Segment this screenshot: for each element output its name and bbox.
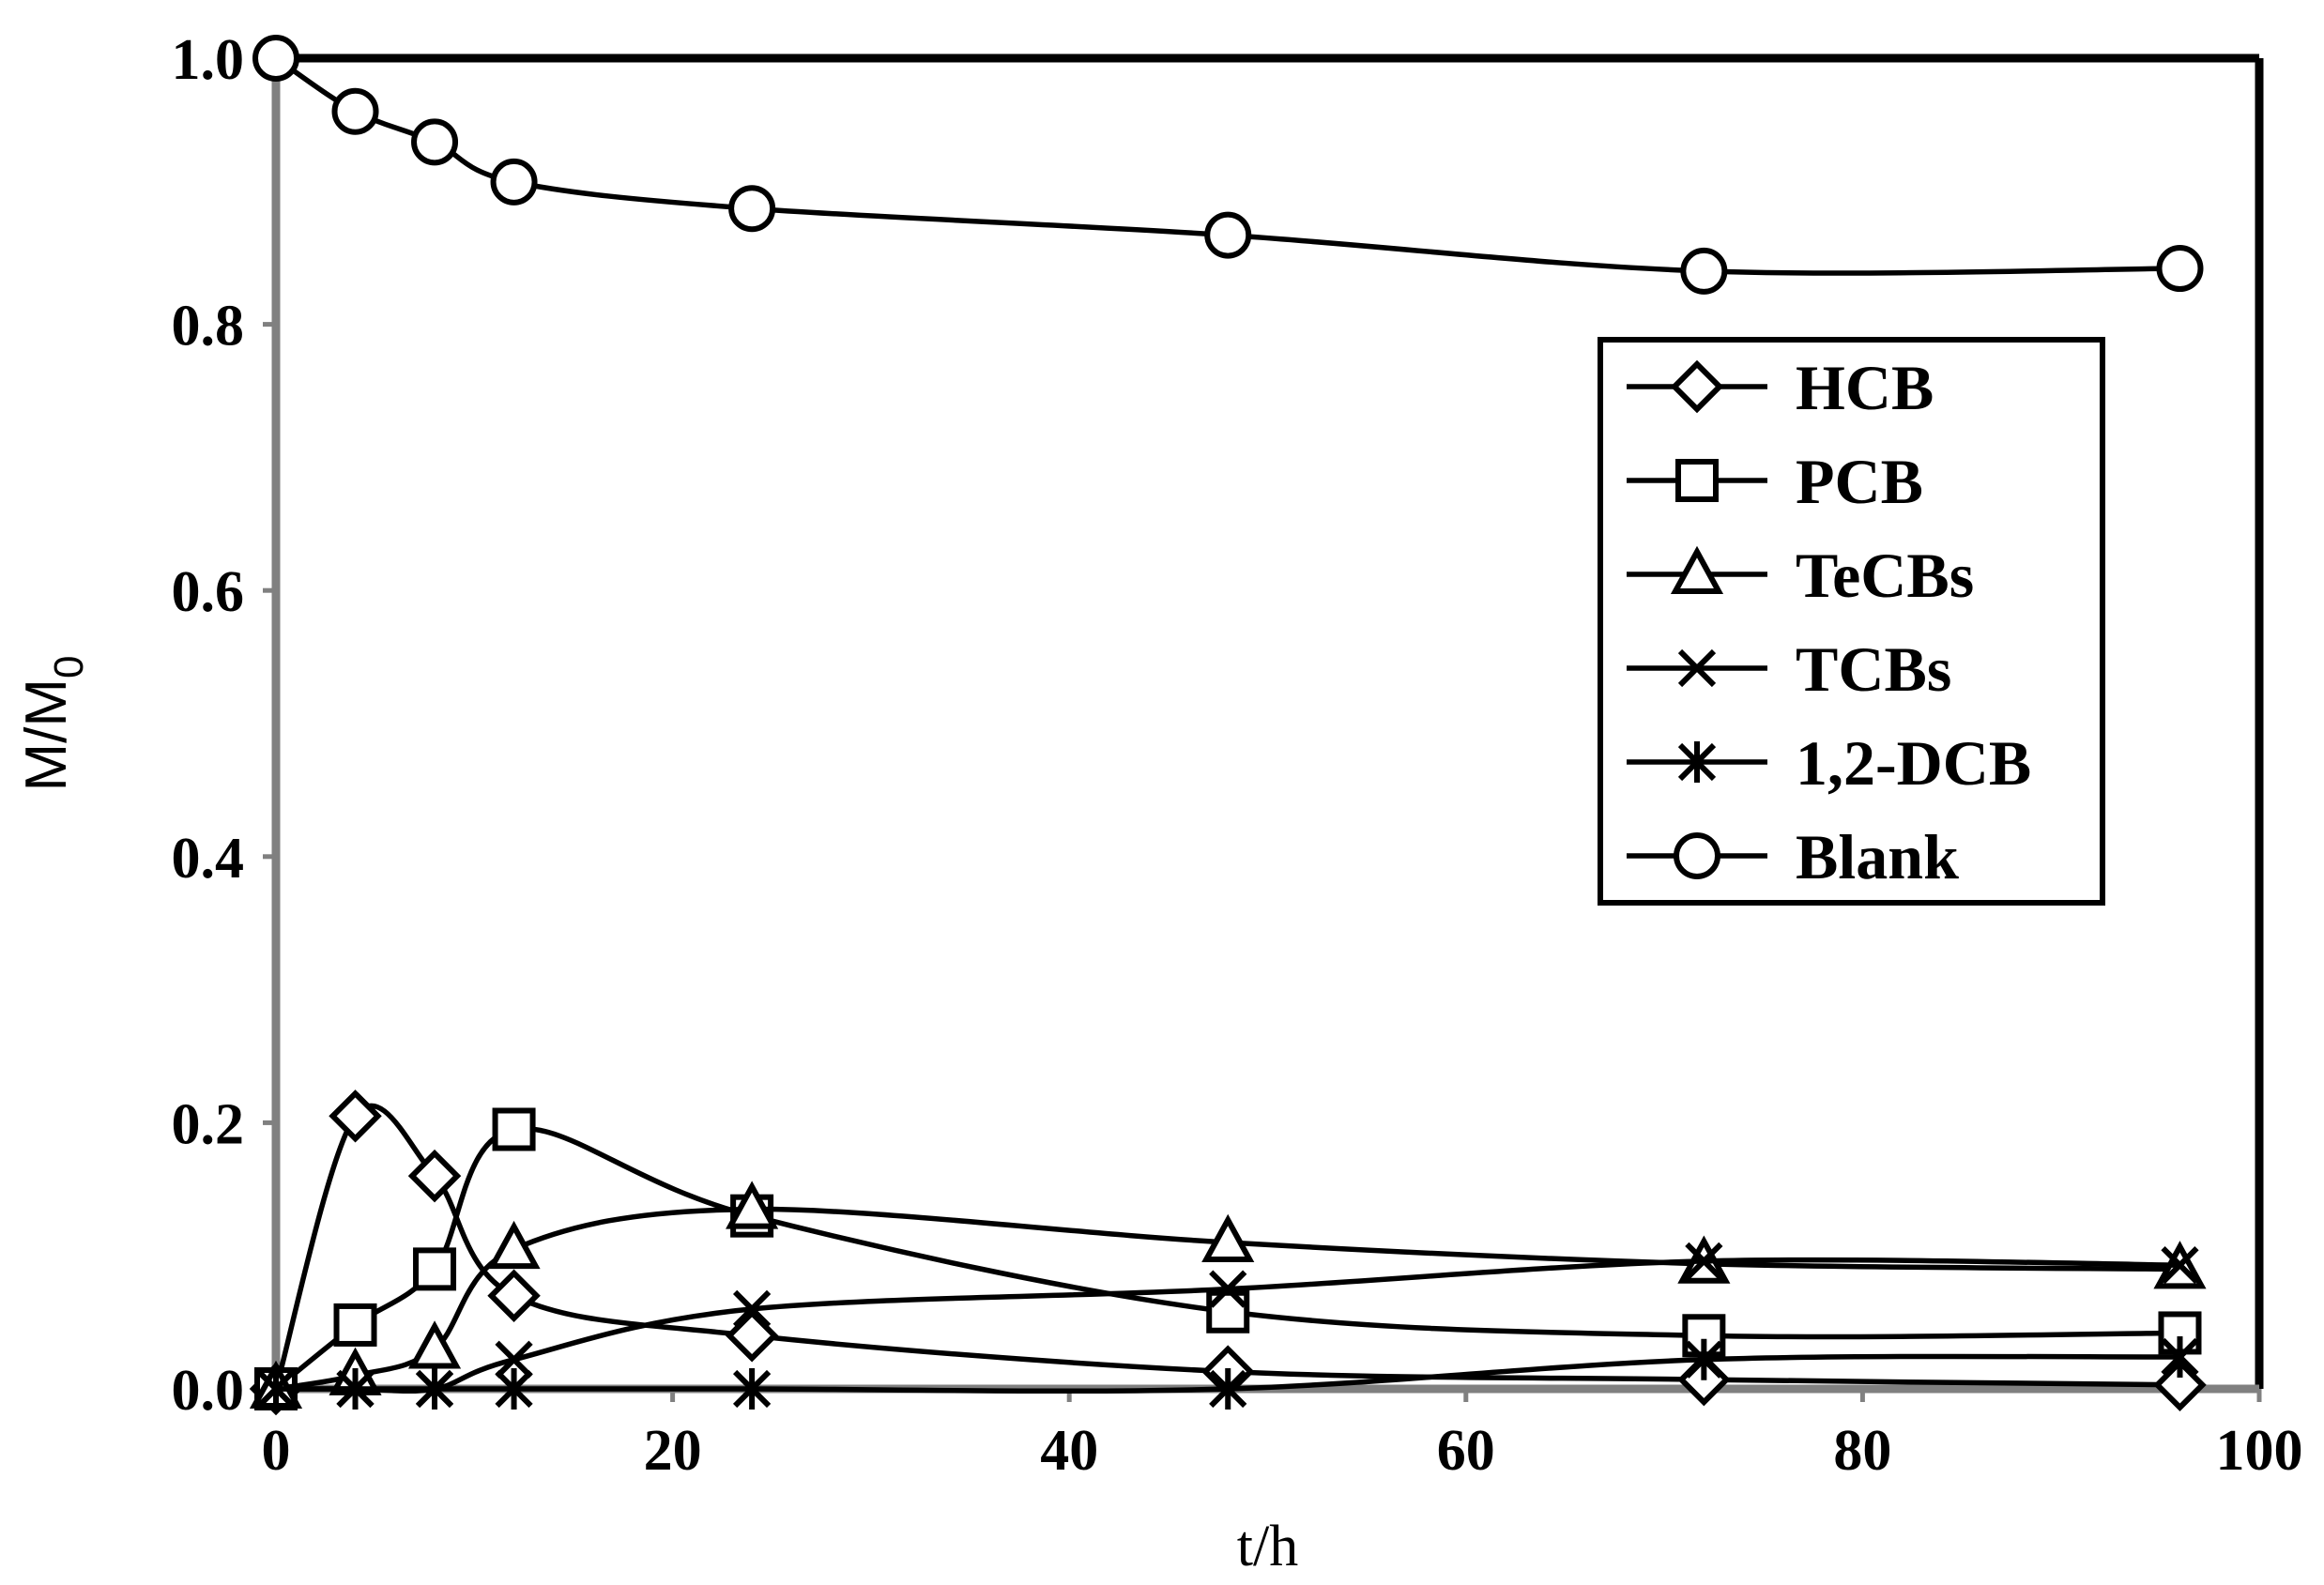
legend: HCB PCB TeCBs TCBs 1,2-DCB Blank (1598, 337, 2105, 906)
legend-box (1598, 337, 2105, 906)
data-point-tecbs (1201, 1213, 1255, 1263)
y-axis-title-subscript: 0 (46, 655, 92, 678)
data-point-1-2-dcb (1209, 1368, 1247, 1410)
y-tick-label: 1.0 (172, 28, 245, 92)
data-point-blank (1680, 247, 1728, 295)
legend-marker-blank (1674, 832, 1720, 879)
data-point-1-2-dcb (2161, 1335, 2199, 1378)
legend-item-1-2-dcb: 1,2-DCB (1627, 727, 2031, 799)
data-point-hcb (2153, 1358, 2207, 1411)
data-point-blank (331, 87, 379, 135)
data-point-tcbs (732, 1289, 772, 1329)
legend-marker-tecbs (1670, 545, 1724, 594)
legend-label: HCB (1796, 352, 1934, 423)
legend-label: 1,2-DCB (1796, 727, 2031, 799)
data-point-tcbs (1685, 1242, 1723, 1280)
data-point-tecbs (726, 1181, 779, 1229)
data-point-tecbs (487, 1220, 541, 1270)
y-axis-title: M/M0 (14, 655, 92, 791)
data-point-tcbs (495, 1340, 533, 1379)
plot-frame (276, 53, 2264, 1389)
labels-layer: t/h M/M0 (14, 655, 1298, 1578)
series-line-1-2-dcb (275, 1353, 2180, 1394)
data-point-blank (2156, 245, 2204, 293)
data-point-hcb (487, 1269, 541, 1322)
legend-marker-1-2-dcb (1677, 741, 1717, 783)
y-axis-title-main: M/M (14, 678, 79, 792)
series-layer (249, 35, 2207, 1416)
y-tick-label: 0.8 (172, 295, 245, 358)
legend-item-hcb: HCB (1627, 352, 1934, 423)
legend-item-pcb: PCB (1627, 446, 1923, 517)
data-point-pcb (333, 1303, 377, 1347)
data-point-pcb (492, 1107, 536, 1151)
y-tick-label: 0.4 (172, 827, 245, 891)
x-tick-label: 100 (2216, 1419, 2303, 1483)
legend-item-tecbs: TeCBs (1627, 540, 1974, 611)
data-point-hcb (725, 1309, 779, 1363)
legend-label: TeCBs (1796, 540, 1974, 611)
y-tick-label: 0.0 (172, 1359, 245, 1423)
series-blank (252, 35, 2204, 295)
x-tick-label: 20 (644, 1419, 702, 1483)
legend-marker-hcb (1670, 359, 1724, 414)
x-tick-label: 0 (262, 1419, 291, 1483)
data-point-1-2-dcb (1685, 1338, 1723, 1380)
data-point-1-2-dcb (495, 1368, 533, 1410)
legend-label: Blank (1796, 821, 1959, 892)
legend-marker-pcb (1675, 459, 1719, 502)
data-point-blank (728, 185, 776, 233)
y-tick-label: 0.6 (172, 560, 245, 624)
series-1-2-dcb (256, 1335, 2199, 1410)
data-point-1-2-dcb (732, 1368, 772, 1410)
legend-item-tcbs: TCBs (1627, 633, 1951, 705)
data-point-tcbs (2161, 1246, 2199, 1285)
legend-item-blank: Blank (1627, 821, 1959, 892)
x-tick-label: 40 (1040, 1419, 1098, 1483)
x-tick-label: 60 (1437, 1419, 1495, 1483)
data-point-hcb (407, 1149, 462, 1203)
data-point-pcb (413, 1247, 457, 1291)
legend-label: PCB (1796, 446, 1923, 517)
legend-marker-tcbs (1677, 648, 1717, 688)
data-point-tecbs (407, 1320, 462, 1369)
x-tick-label: 80 (1833, 1419, 1891, 1483)
data-point-blank (252, 35, 299, 82)
data-point-blank (490, 158, 538, 206)
data-point-blank (411, 118, 459, 166)
data-point-hcb (329, 1090, 382, 1143)
legend-label: TCBs (1796, 633, 1951, 705)
data-point-1-2-dcb (256, 1368, 296, 1410)
data-point-tcbs (1209, 1270, 1247, 1308)
data-point-1-2-dcb (415, 1368, 454, 1410)
data-point-blank (1204, 211, 1252, 259)
data-point-1-2-dcb (336, 1368, 375, 1410)
x-axis-title: t/h (1237, 1515, 1298, 1578)
y-tick-label: 0.2 (172, 1092, 245, 1156)
